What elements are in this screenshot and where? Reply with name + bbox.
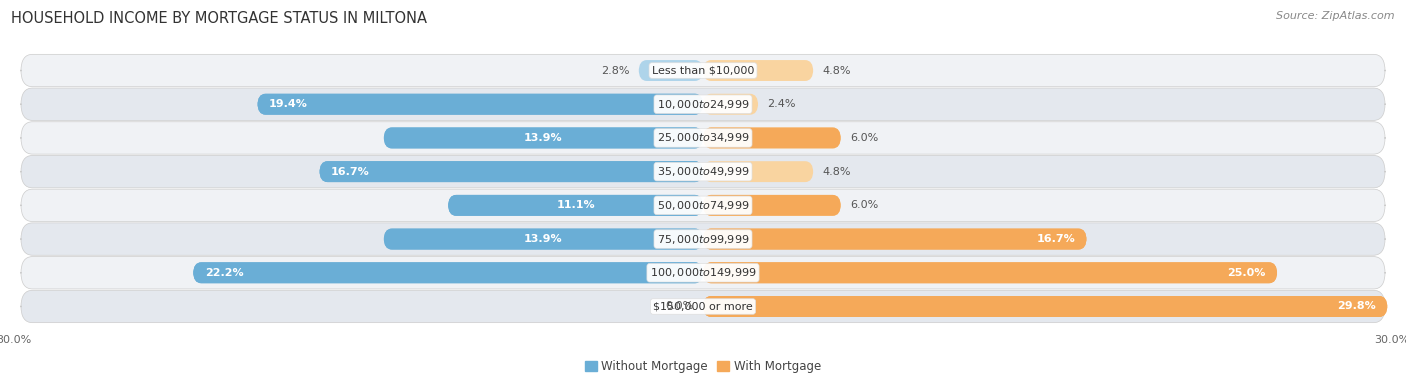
FancyBboxPatch shape [21, 257, 1385, 289]
FancyBboxPatch shape [257, 94, 703, 115]
FancyBboxPatch shape [703, 127, 841, 149]
Text: Less than $10,000: Less than $10,000 [652, 66, 754, 75]
Text: $100,000 to $149,999: $100,000 to $149,999 [650, 266, 756, 279]
Text: 29.8%: 29.8% [1337, 302, 1376, 311]
Text: HOUSEHOLD INCOME BY MORTGAGE STATUS IN MILTONA: HOUSEHOLD INCOME BY MORTGAGE STATUS IN M… [11, 11, 427, 26]
Text: $10,000 to $24,999: $10,000 to $24,999 [657, 98, 749, 111]
FancyBboxPatch shape [21, 223, 1385, 255]
FancyBboxPatch shape [703, 195, 841, 216]
Text: Source: ZipAtlas.com: Source: ZipAtlas.com [1277, 11, 1395, 21]
FancyBboxPatch shape [193, 262, 703, 283]
Text: 0.0%: 0.0% [665, 302, 693, 311]
Text: 13.9%: 13.9% [524, 234, 562, 244]
FancyBboxPatch shape [703, 296, 1388, 317]
FancyBboxPatch shape [193, 262, 703, 283]
FancyBboxPatch shape [384, 127, 703, 149]
FancyBboxPatch shape [638, 60, 703, 81]
FancyBboxPatch shape [449, 195, 703, 216]
Text: 11.1%: 11.1% [557, 200, 595, 210]
Text: $150,000 or more: $150,000 or more [654, 302, 752, 311]
Text: 2.8%: 2.8% [600, 66, 630, 75]
Legend: Without Mortgage, With Mortgage: Without Mortgage, With Mortgage [581, 355, 825, 377]
Text: 25.0%: 25.0% [1227, 268, 1265, 278]
Text: 22.2%: 22.2% [205, 268, 243, 278]
FancyBboxPatch shape [21, 88, 1385, 120]
FancyBboxPatch shape [21, 155, 1385, 188]
FancyBboxPatch shape [703, 94, 758, 115]
FancyBboxPatch shape [703, 127, 841, 149]
FancyBboxPatch shape [384, 127, 703, 149]
Text: 16.7%: 16.7% [1036, 234, 1076, 244]
FancyBboxPatch shape [703, 161, 813, 182]
FancyBboxPatch shape [21, 54, 1385, 87]
FancyBboxPatch shape [257, 94, 703, 115]
Text: 4.8%: 4.8% [823, 167, 851, 177]
FancyBboxPatch shape [21, 189, 1385, 222]
FancyBboxPatch shape [319, 161, 703, 182]
Text: $35,000 to $49,999: $35,000 to $49,999 [657, 165, 749, 178]
FancyBboxPatch shape [384, 228, 703, 250]
FancyBboxPatch shape [703, 262, 1277, 283]
FancyBboxPatch shape [703, 296, 1388, 317]
Text: $75,000 to $99,999: $75,000 to $99,999 [657, 233, 749, 245]
FancyBboxPatch shape [21, 290, 1385, 323]
Text: $25,000 to $34,999: $25,000 to $34,999 [657, 132, 749, 144]
FancyBboxPatch shape [384, 228, 703, 250]
FancyBboxPatch shape [21, 122, 1385, 154]
FancyBboxPatch shape [703, 228, 1087, 250]
FancyBboxPatch shape [703, 262, 1277, 283]
Text: 6.0%: 6.0% [851, 200, 879, 210]
FancyBboxPatch shape [703, 228, 1087, 250]
FancyBboxPatch shape [703, 60, 813, 81]
Text: 2.4%: 2.4% [768, 99, 796, 109]
Text: 19.4%: 19.4% [269, 99, 308, 109]
Text: $50,000 to $74,999: $50,000 to $74,999 [657, 199, 749, 212]
Text: 4.8%: 4.8% [823, 66, 851, 75]
FancyBboxPatch shape [703, 195, 841, 216]
FancyBboxPatch shape [449, 195, 703, 216]
Text: 16.7%: 16.7% [330, 167, 370, 177]
Text: 13.9%: 13.9% [524, 133, 562, 143]
Text: 6.0%: 6.0% [851, 133, 879, 143]
FancyBboxPatch shape [319, 161, 703, 182]
